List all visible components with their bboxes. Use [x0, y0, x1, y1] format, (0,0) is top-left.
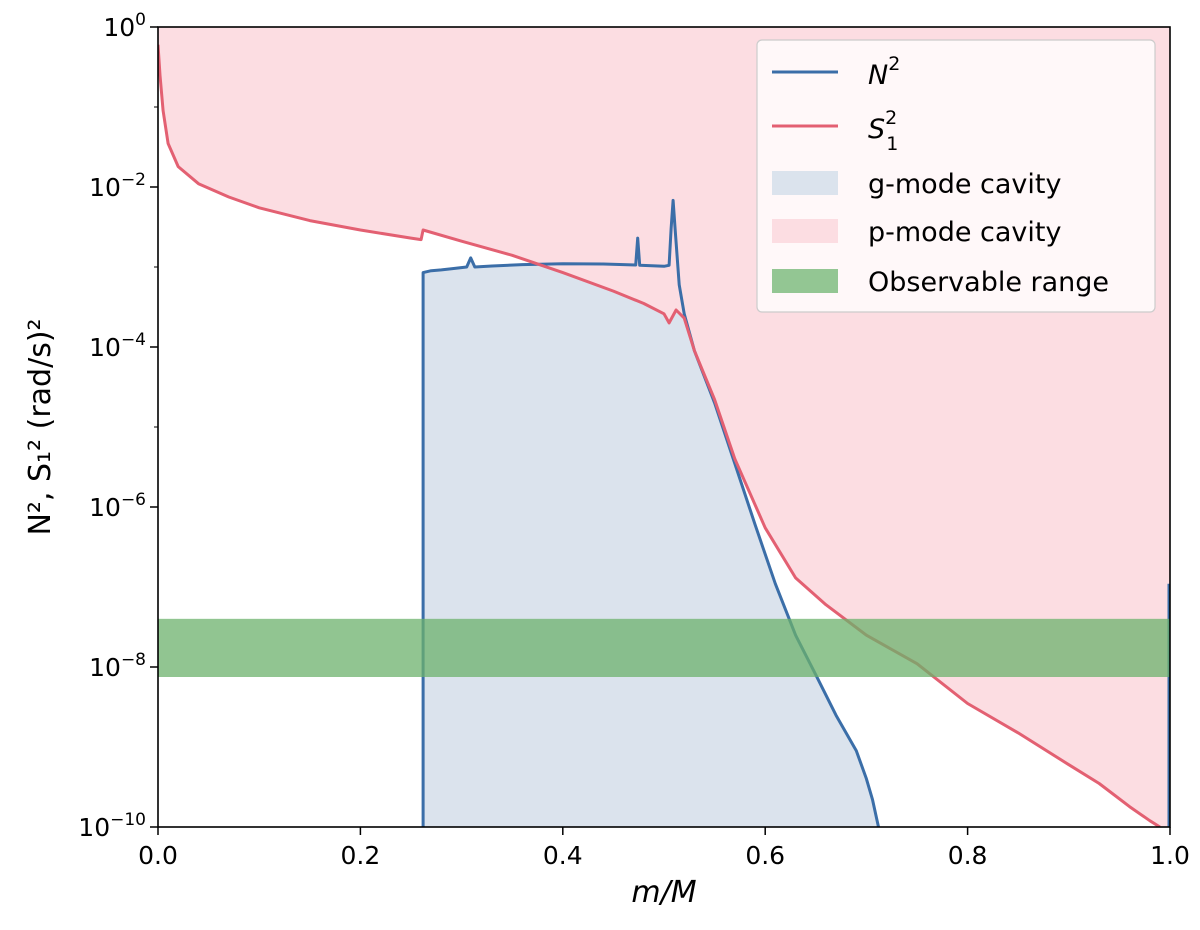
legend-label: S2 1 [868, 107, 898, 155]
legend-label: N2 [868, 53, 900, 91]
s1-series-line [158, 44, 1161, 827]
x-tick-label: 0.0 [138, 841, 178, 870]
x-tick-label: 0.8 [948, 841, 988, 870]
observable-band-layer [158, 618, 1170, 677]
legend-patch-swatch [772, 219, 838, 243]
n2-series-line [421, 198, 880, 827]
y-tick-label: 10−2 [89, 170, 146, 202]
legend-box [756, 39, 1156, 313]
legend-patch-swatch [772, 171, 838, 195]
observable-range-band [158, 618, 1170, 677]
y-tick-label: 10−6 [89, 490, 146, 522]
legend: N2 S2 1 g-mode cavity p-mode cavity Observabl… [756, 39, 1156, 313]
x-axis-label: m/M [631, 875, 696, 910]
y-tick-label: 100 [103, 10, 146, 42]
y-tick-label: 10−8 [89, 650, 146, 682]
y-tick-label: 10−4 [89, 330, 146, 362]
x-tick-label: 0.2 [341, 841, 381, 870]
x-tick-label: 1.0 [1150, 841, 1190, 870]
legend-label: g-mode cavity [868, 169, 1061, 200]
y-axis-ticks: 10−10 10−8 10−6 10−4 10−2 100 [78, 10, 158, 842]
y-axis-label: N², S₁² (rad/s)² [23, 318, 58, 535]
legend-patch-swatch [772, 269, 838, 293]
y-tick-label: 10−10 [78, 810, 146, 842]
x-axis-ticks: 0.0 0.2 0.4 0.6 0.8 1.0 [138, 827, 1190, 870]
x-tick-label: 0.4 [543, 841, 583, 870]
x-tick-label: 0.6 [745, 841, 785, 870]
legend-label: p-mode cavity [868, 217, 1061, 248]
legend-label: Observable range [868, 267, 1109, 298]
